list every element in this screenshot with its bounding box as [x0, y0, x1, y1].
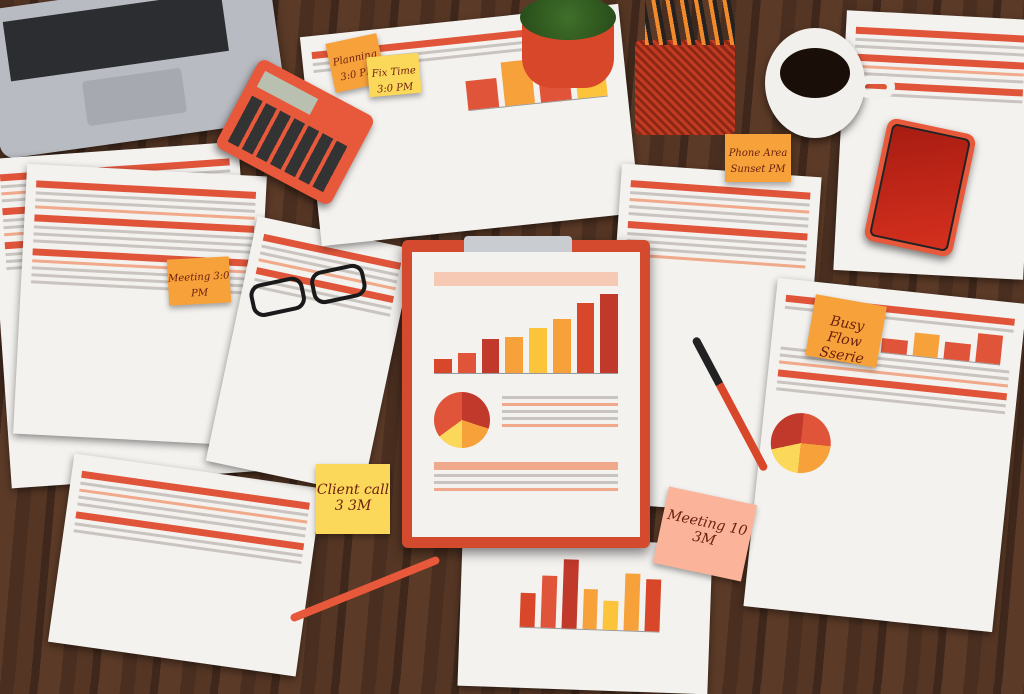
bar — [481, 339, 500, 373]
coffee — [780, 48, 850, 98]
pens-in-cup — [645, 0, 735, 45]
pencil — [289, 555, 441, 623]
bar — [623, 572, 641, 631]
coffee-mug — [765, 28, 895, 138]
paper-right — [743, 277, 1024, 633]
bar — [540, 575, 558, 628]
sticky-note: Fix Time 3:0 PM — [366, 52, 422, 98]
sticky-note: Busy Flow Sserie — [805, 294, 887, 368]
sticky-note: Client call 3 3M — [316, 464, 390, 534]
phone-screen — [868, 122, 972, 253]
clipboard-pie-chart — [434, 392, 490, 448]
bar — [602, 600, 619, 631]
bar — [457, 352, 476, 373]
sticky-note: Phone Area Sunset PM — [725, 134, 791, 182]
clipboard-clip — [464, 236, 572, 256]
bar — [552, 318, 571, 373]
bar — [529, 327, 547, 373]
pie-chart — [767, 410, 834, 477]
bar — [576, 303, 595, 373]
pen-cup — [635, 40, 735, 135]
clipboard-bar-chart — [434, 294, 618, 374]
bar — [644, 579, 662, 632]
bar — [434, 359, 452, 373]
bar — [600, 294, 618, 373]
clipboard-report — [412, 252, 640, 537]
clipboard — [402, 236, 650, 548]
plant — [520, 0, 616, 40]
bar — [505, 336, 523, 373]
mug-handle — [857, 76, 895, 98]
sticky-note: Meeting 3:0 PM — [166, 256, 232, 306]
keyboard — [2, 0, 229, 82]
trackpad — [81, 67, 188, 127]
bar — [519, 592, 536, 628]
bar — [582, 588, 599, 630]
bottom-bar-chart — [519, 557, 662, 633]
paper-left-bottom — [47, 453, 323, 677]
bar — [561, 559, 579, 629]
